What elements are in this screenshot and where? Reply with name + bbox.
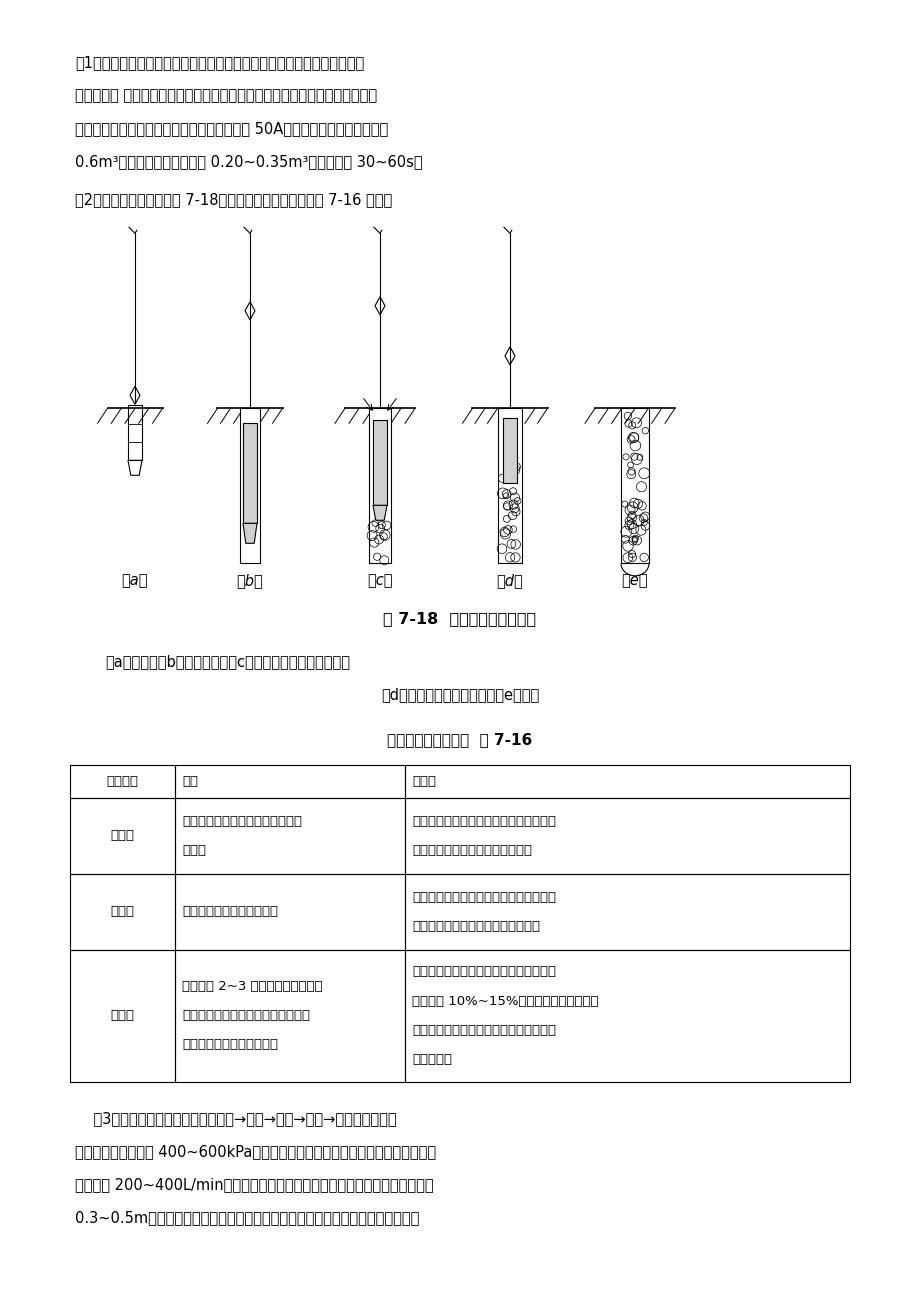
Polygon shape: [497, 409, 521, 564]
Polygon shape: [369, 409, 391, 564]
Text: 节约桶数 10%~15%，大面积施工常采用此: 节约桶数 10%~15%，大面积施工常采用此: [412, 995, 598, 1008]
Text: 排孔法: 排孔法: [110, 829, 134, 842]
Text: 0.3~0.5m。如土层中夹有硬层时，应适当进行扩孔，即在硬层中将振冲器往复上: 0.3~0.5m。如土层中夹有硬层时，应适当进行扩孔，即在硬层中将振冲器往复上: [75, 1211, 419, 1225]
Polygon shape: [243, 523, 256, 543]
Polygon shape: [240, 409, 260, 564]
Text: 由一端开始，依次逐步造孔到另一: 由一端开始，依次逐步造孔到另一: [182, 815, 302, 828]
Text: 法。但施工时应注意防止漏掎孔位和保证: 法。但施工时应注意防止漏掎孔位和保证: [412, 1023, 556, 1036]
Polygon shape: [503, 418, 516, 483]
Text: 0.6m³，且每次搅拌量控制在 0.20~0.35m³；留振时间 30~60s。: 0.6m³，且每次搅拌量控制在 0.20~0.35m³；留振时间 30~60s。: [75, 154, 422, 169]
Text: 优缺点: 优缺点: [412, 775, 436, 788]
Text: 步骤: 步骤: [182, 775, 199, 788]
Text: 端结束: 端结束: [182, 844, 206, 857]
Polygon shape: [243, 423, 256, 523]
Text: 三要素）。一般控制标准是：密实电流不小于 50A；填料量为每米桶长不小于: 三要素）。一般控制标准是：密实电流不小于 50A；填料量为每米桶长不小于: [75, 121, 388, 135]
Text: 跳打法: 跳打法: [110, 905, 134, 918]
Polygon shape: [372, 421, 387, 505]
Text: （d）: （d）: [496, 573, 523, 589]
Text: （d）边振边下料，边上提；（e）成桶: （d）边振边下料，边上提；（e）成桶: [380, 687, 539, 702]
Text: 先造外围 2~3 圈（排）孔，然后造: 先造外围 2~3 圈（排）孔，然后造: [182, 980, 323, 993]
Text: 其位置准确: 其位置准确: [412, 1052, 452, 1065]
Text: （1）施工前应先进行振冲试验，以确定成孔合适的水压、水量、成孔速度: （1）施工前应先进行振冲试验，以确定成孔合适的水压、水量、成孔速度: [75, 55, 364, 70]
Text: （a）: （a）: [121, 573, 148, 589]
Polygon shape: [372, 505, 387, 521]
Text: 内圈（排）。采用隔圈（排）造一圈: 内圈（排）。采用隔圈（排）造一圈: [182, 1009, 310, 1022]
Text: （e）: （e）: [621, 573, 648, 589]
Text: 同一排孔采取隔一孔造一孔: 同一排孔采取隔一孔造一孔: [182, 905, 278, 918]
Text: 密时，后打的桶易发生倾斜和位移: 密时，后打的桶易发生倾斜和位移: [412, 844, 532, 857]
Text: 及填料方法 达到土体密实时的密实电流、填料量和留振时间（称为施工工艺的: 及填料方法 达到土体密实时的密实电流、填料量和留振时间（称为施工工艺的: [75, 89, 377, 103]
Text: 造孔方法: 造孔方法: [107, 775, 139, 788]
Text: 要防止漏掉孔位，并应注意桶位准确: 要防止漏掉孔位，并应注意桶位准确: [412, 919, 539, 932]
Text: 水量可用 200~400L/min，使振冲器徐徐沉入土中，直至达到设计处理深度以上: 水量可用 200~400L/min，使振冲器徐徐沉入土中，直至达到设计处理深度以…: [75, 1177, 433, 1193]
Text: （b）: （b）: [236, 573, 263, 589]
Text: （3）振冲置换法施工顺序为：定位→成孔→清孔→填料→振实。启动水泵: （3）振冲置换法施工顺序为：定位→成孔→清孔→填料→振实。启动水泵: [75, 1111, 396, 1126]
Text: （a）定位；（b）振冲下沉；（c）振冲至设计标高并下料；: （a）定位；（b）振冲下沉；（c）振冲至设计标高并下料；: [105, 654, 349, 669]
Text: 图 7-18  振冲碎石桶施工工艺: 图 7-18 振冲碎石桶施工工艺: [383, 612, 536, 626]
Text: 先后造孔影响小，易保证桶的垂直度。但: 先后造孔影响小，易保证桶的垂直度。但: [412, 891, 556, 904]
Text: 易于施工，且不易漏掉孔位。但当孔位较: 易于施工，且不易漏掉孔位。但当孔位较: [412, 815, 556, 828]
Text: （排）或依次向中心区造孔: （排）或依次向中心区造孔: [182, 1038, 278, 1051]
Text: （2）振冲法施工工艺如图 7-18，振冲造孔顺序方法可按表 7-16 选用。: （2）振冲法施工工艺如图 7-18，振冲造孔顺序方法可按表 7-16 选用。: [75, 191, 391, 207]
Text: 围幕法: 围幕法: [110, 1009, 134, 1022]
Text: （c）: （c）: [367, 573, 392, 589]
Text: 振冲成孔方法的选择  表 7-16: 振冲成孔方法的选择 表 7-16: [387, 732, 532, 747]
Text: 和振冲器，水压可用 400~600kPa（对于较硬土层应取上限，对于软土取下限），: 和振冲器，水压可用 400~600kPa（对于较硬土层应取上限，对于软土取下限）…: [75, 1144, 436, 1159]
Text: 能减少振冲能量的扩散，振密效果好，可: 能减少振冲能量的扩散，振密效果好，可: [412, 966, 556, 979]
